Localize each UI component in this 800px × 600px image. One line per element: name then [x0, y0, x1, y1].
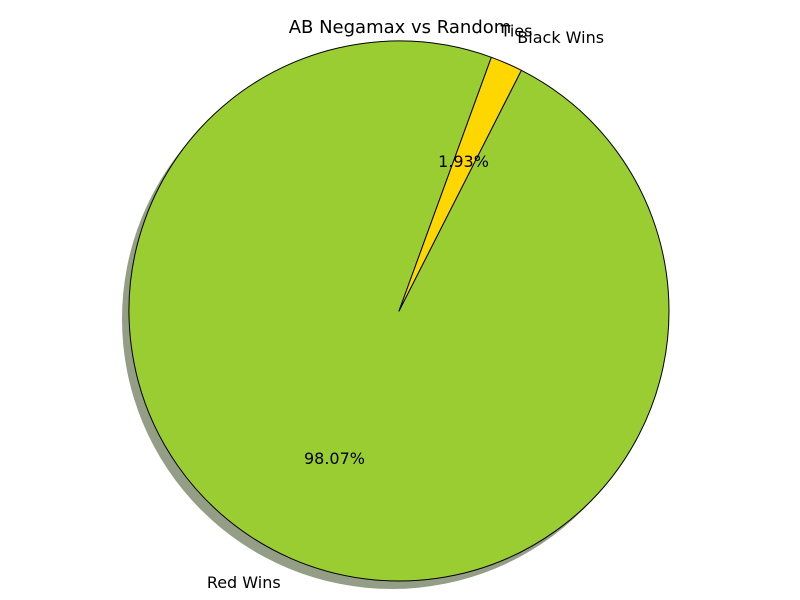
chart-title: AB Negamax vs Random: [289, 17, 512, 38]
pie-slice-black-wins: [398, 56, 522, 312]
slice-label-black-wins: Black Wins: [517, 28, 604, 47]
slice-percent-black-wins: 1.93%: [438, 152, 489, 171]
pie-labels: Red Wins 98.07% Black Wins 1.93% Ties: [207, 21, 604, 592]
slice-label-ties: Ties: [500, 21, 533, 40]
pie-slices: [128, 40, 670, 582]
slice-percent-red-wins: 98.07%: [304, 449, 365, 468]
slice-label-red-wins: Red Wins: [207, 573, 281, 592]
